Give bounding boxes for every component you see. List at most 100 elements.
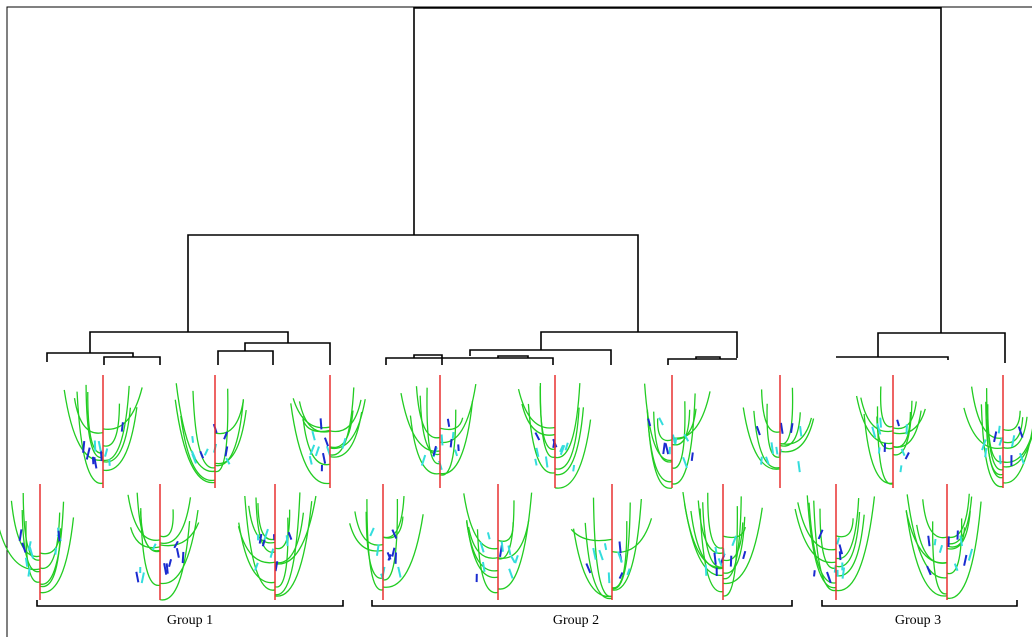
leaf [168, 558, 172, 568]
branch [554, 419, 592, 489]
branch [527, 403, 556, 474]
branch [690, 510, 724, 570]
leaf [321, 452, 327, 464]
branch [180, 415, 216, 482]
leaf [626, 568, 631, 576]
leaf [813, 570, 816, 577]
leaf [953, 563, 959, 572]
branch [906, 494, 948, 579]
branch [855, 395, 894, 445]
branch [174, 399, 216, 484]
leaf [323, 437, 330, 447]
leaf [618, 572, 624, 579]
leaf [899, 465, 903, 473]
link [385, 357, 554, 365]
link [497, 355, 529, 358]
leaf [287, 531, 293, 540]
leaf [938, 544, 944, 553]
branch [290, 403, 331, 485]
group-label: Group 2 [553, 613, 599, 628]
leaf [841, 567, 846, 579]
leaf [775, 446, 779, 455]
branch [39, 517, 75, 594]
leaf [309, 444, 316, 456]
leaf [165, 563, 169, 574]
leaf [617, 551, 623, 563]
leaf [258, 533, 263, 544]
branch [611, 518, 653, 553]
leaf [876, 423, 882, 435]
branch [463, 493, 499, 550]
leaf [274, 561, 279, 572]
branch [722, 516, 746, 574]
branch [497, 520, 530, 559]
branch [946, 501, 982, 599]
leaf [507, 545, 512, 556]
branch [653, 411, 673, 463]
leaf [742, 550, 747, 560]
leaf [998, 455, 1002, 465]
branch [963, 407, 1004, 449]
branch [1002, 410, 1021, 431]
leaf [99, 450, 103, 462]
branch [760, 389, 781, 433]
leaf [514, 554, 519, 564]
link [469, 349, 612, 365]
leaf [449, 438, 453, 448]
branch [21, 509, 41, 573]
leaf [717, 558, 723, 567]
branch [302, 419, 331, 433]
branch [1002, 434, 1032, 468]
leaf [223, 431, 228, 440]
branch [722, 507, 763, 585]
branch [946, 510, 971, 550]
link [244, 342, 331, 365]
leaf [391, 529, 398, 539]
branch [722, 496, 742, 580]
leaf [534, 458, 538, 466]
branch [699, 508, 724, 593]
branch [892, 408, 926, 435]
branch [159, 497, 192, 544]
leaf [826, 571, 832, 584]
branch [554, 407, 580, 470]
link [836, 356, 949, 360]
branch [467, 526, 499, 559]
branch [127, 494, 161, 541]
leaf [704, 564, 708, 576]
branch [835, 496, 876, 592]
leaf [618, 541, 622, 554]
leaf [225, 457, 231, 465]
leaf [454, 449, 459, 457]
leaf [1011, 435, 1016, 448]
leaf [18, 529, 23, 541]
leaf [797, 461, 801, 473]
link [695, 356, 721, 359]
leaf [755, 425, 761, 436]
leaf [440, 434, 444, 446]
branch [722, 526, 747, 539]
branch [497, 492, 533, 590]
leaf [369, 527, 375, 537]
leaf [508, 568, 514, 579]
leaf [647, 418, 652, 427]
branch [159, 509, 174, 538]
leaf [397, 566, 402, 578]
leaf [544, 456, 549, 468]
branch [102, 385, 130, 461]
link [413, 7, 942, 333]
leaf [896, 419, 900, 427]
bracket [36, 600, 344, 607]
leaf [779, 422, 784, 434]
branch [835, 518, 854, 538]
branch [932, 521, 948, 595]
leaf [799, 425, 803, 437]
leaf [585, 563, 592, 574]
branch [584, 522, 613, 600]
branch [129, 527, 161, 549]
branch [707, 492, 724, 549]
branch [946, 518, 963, 575]
leaf [607, 572, 611, 584]
